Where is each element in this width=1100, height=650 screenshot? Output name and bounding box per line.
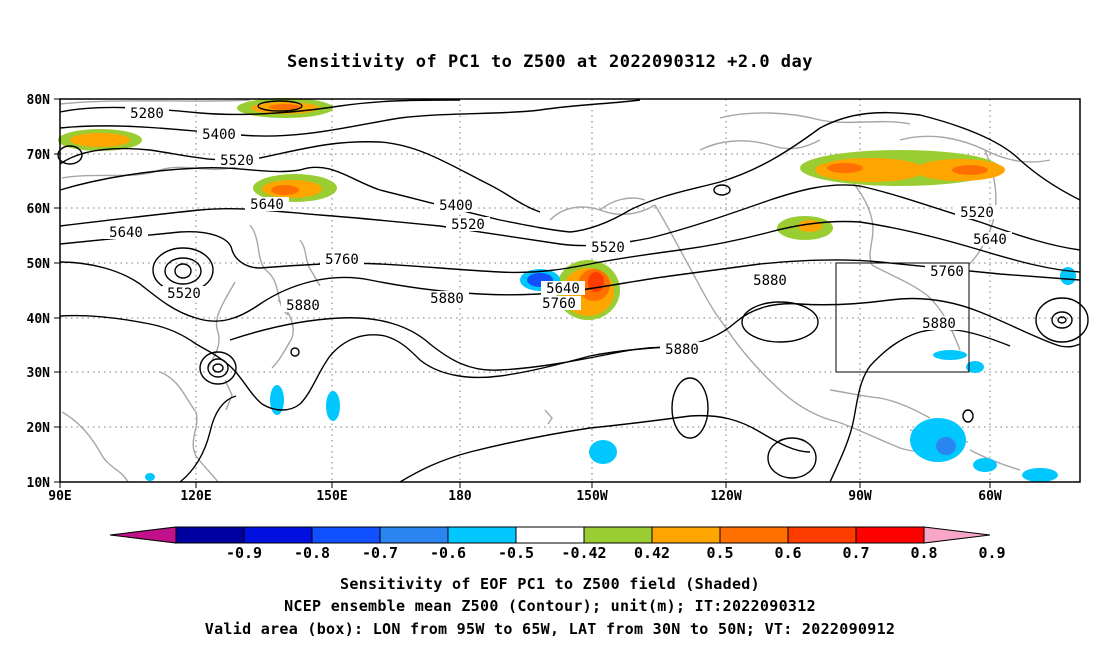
colorbar-max-triangle (923, 526, 991, 544)
lat-axis: 80N 70N 60N 50N 40N 30N 20N 10N (27, 93, 60, 491)
colorbar-tick-label: -0.6 (430, 544, 466, 562)
contour-labels: 5280 5400 5520 5640 5400 5520 5640 5760 … (104, 106, 1012, 358)
colorbar-swatch (651, 526, 721, 544)
colorbar-swatch (787, 526, 857, 544)
contour-label: 5640 (104, 225, 148, 241)
shade-negative-central-pacific (589, 440, 617, 464)
contour-label: 5520 (586, 240, 630, 256)
svg-text:5640: 5640 (109, 225, 143, 241)
colorbar-swatch (311, 526, 381, 544)
lat-label: 20N (27, 421, 51, 436)
map-plot-area: 5280 5400 5520 5640 5400 5520 5640 5760 … (57, 98, 1089, 483)
lon-label: 60W (978, 489, 1002, 504)
svg-text:5760: 5760 (542, 296, 576, 312)
svg-text:5520: 5520 (960, 205, 994, 221)
lat-label: 80N (27, 93, 51, 108)
svg-text:5640: 5640 (250, 197, 284, 213)
caption-line-3: Valid area (box): LON from 95W to 65W, L… (205, 620, 895, 638)
colorbar-tick-label: -0.7 (362, 544, 398, 562)
lon-axis: 90E 120E 150E 180 150W 120W 90W 60W (48, 482, 1002, 504)
svg-text:5880: 5880 (286, 298, 320, 314)
contour-label: 5520 (955, 205, 999, 221)
contour-label: 5880 (425, 291, 469, 307)
contour-label: 5520 (215, 153, 259, 169)
svg-text:5640: 5640 (546, 281, 580, 297)
contour-label: 5400 (434, 198, 478, 214)
svg-text:5760: 5760 (325, 252, 359, 268)
shade-negative-west-pacific-1 (270, 385, 284, 415)
contour-label: 5520 (446, 217, 490, 233)
svg-text:5880: 5880 (922, 316, 956, 332)
svg-text:5520: 5520 (591, 240, 625, 256)
colorbar-swatch (379, 526, 449, 544)
shade-negative-west-pacific-2 (326, 391, 340, 421)
svg-text:5520: 5520 (220, 153, 254, 169)
shade-negative-atlantic-1 (933, 350, 967, 360)
colorbar: -0.9 -0.8 -0.7 -0.6 -0.5 -0.42 0.42 0.5 0.6 0.7 0.… (109, 526, 1006, 562)
contour-label: 5400 (197, 127, 241, 143)
svg-text:5760: 5760 (930, 264, 964, 280)
svg-text:5880: 5880 (753, 273, 787, 289)
lat-label: 40N (27, 312, 51, 327)
contour-label: 5640 (968, 232, 1012, 248)
lon-label: 90E (48, 489, 71, 504)
colorbar-tick-label: -0.5 (498, 544, 534, 562)
svg-text:5640: 5640 (973, 232, 1007, 248)
colorbar-swatch (719, 526, 789, 544)
contour-label: 5280 (125, 106, 169, 122)
colorbar-tick-label: -0.8 (294, 544, 330, 562)
sensitivity-shading (58, 98, 1076, 482)
colorbar-tick-label: 0.5 (706, 544, 733, 562)
colorbar-swatch (447, 526, 517, 544)
colorbar-tick-label: 0.7 (842, 544, 869, 562)
lon-label: 150W (576, 489, 607, 504)
svg-text:5880: 5880 (665, 342, 699, 358)
colorbar-swatch (515, 526, 585, 544)
svg-text:5400: 5400 (202, 127, 236, 143)
contour-label: 5640 (541, 281, 585, 297)
lon-label: 150E (316, 489, 347, 504)
contour-label: 5760 (925, 264, 969, 280)
colorbar-swatch (583, 526, 653, 544)
map-title: Sensitivity of PC1 to Z500 at 2022090312… (287, 52, 813, 72)
contour-label: 5880 (281, 298, 325, 314)
contour-label: 5880 (748, 273, 792, 289)
lat-label: 30N (27, 366, 51, 381)
lon-label: 120E (180, 489, 211, 504)
colorbar-tick-label: 0.6 (774, 544, 801, 562)
svg-text:5880: 5880 (430, 291, 464, 307)
contour-label: 5640 (245, 197, 289, 213)
contour-label: 5760 (320, 252, 364, 268)
colorbar-tick-label: 0.9 (978, 544, 1005, 562)
valid-area-box (835, 262, 970, 373)
lat-label: 60N (27, 202, 51, 217)
lat-label: 70N (27, 148, 51, 163)
map-frame (59, 98, 1081, 483)
svg-text:5520: 5520 (451, 217, 485, 233)
colorbar-tick-label: 0.42 (634, 544, 670, 562)
shade-negative-caribbean (910, 418, 966, 462)
colorbar-swatch (243, 526, 313, 544)
contour-label: 5880 (660, 342, 704, 358)
contour-label: 5760 (537, 296, 581, 312)
caption-line-1: Sensitivity of EOF PC1 to Z500 field (Sh… (340, 575, 760, 593)
colorbar-tick-label: -0.9 (226, 544, 262, 562)
svg-text:5520: 5520 (167, 286, 201, 302)
colorbar-swatch (855, 526, 925, 544)
colorbar-swatch (175, 526, 245, 544)
svg-text:5400: 5400 (439, 198, 473, 214)
lat-label: 50N (27, 257, 51, 272)
contour-label: 5880 (917, 316, 961, 332)
lon-label: 180 (448, 489, 472, 504)
contour-label: 5520 (162, 286, 206, 302)
colorbar-tick-label: 0.8 (910, 544, 937, 562)
lon-label: 120W (710, 489, 741, 504)
colorbar-min-triangle (109, 526, 177, 544)
caption-line-2: NCEP ensemble mean Z500 (Contour); unit(… (284, 597, 816, 615)
svg-text:5280: 5280 (130, 106, 164, 122)
lat-label: 10N (27, 476, 51, 491)
lon-label: 90W (848, 489, 872, 504)
colorbar-tick-label: -0.42 (561, 544, 606, 562)
